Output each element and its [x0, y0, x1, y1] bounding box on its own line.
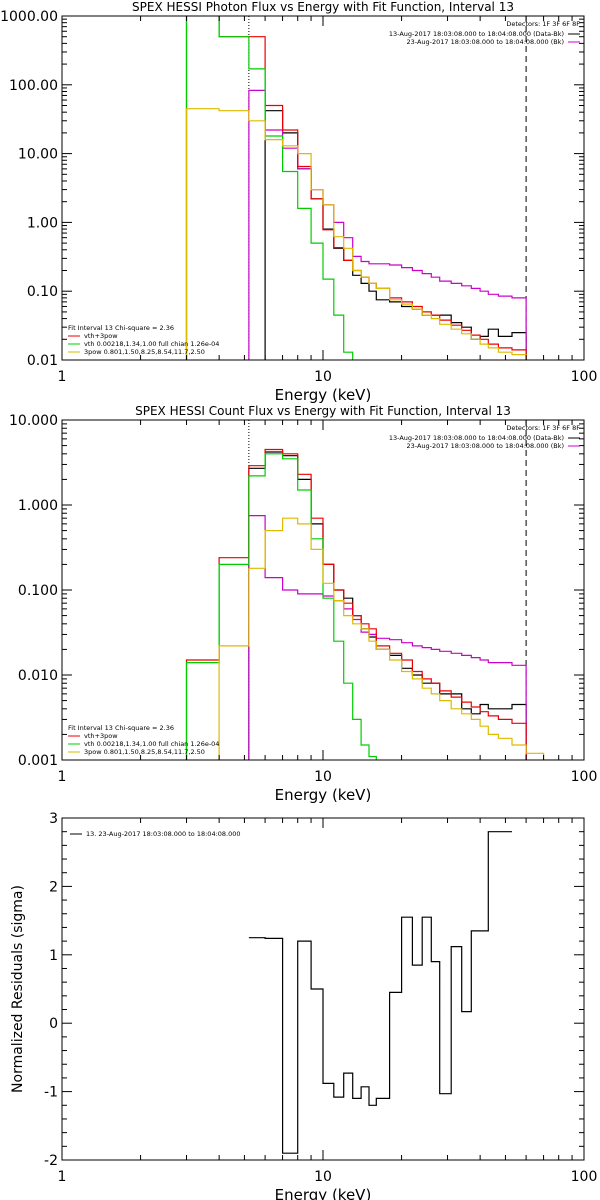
x-tick-label: 10: [314, 1169, 332, 1185]
y-axis-label: Normalized Residuals (sigma): [10, 885, 26, 1093]
series-line-vth-3pow: [185, 448, 527, 760]
series-line-3pow: [185, 108, 527, 360]
chart-title: SPEX HESSI Count Flux vs Energy with Fit…: [135, 404, 511, 418]
legend-bottom-entry: vth+3pow: [84, 732, 118, 740]
series-line-13-23-aug-2017-18-03-08-000-to-18-04-08-000: [248, 831, 512, 1154]
legend-bottom-entry: 3pow 0.801,1.50,8.25,8.54,11.7,2.50: [84, 348, 205, 356]
y-tick-label: 10.000: [9, 413, 58, 429]
y-tick-label: 3: [49, 811, 58, 827]
x-tick-label: 1: [58, 369, 67, 385]
y-tick-label: 10.00: [18, 147, 58, 163]
series-line-data-bk: [248, 451, 527, 760]
y-tick-label: 1.000: [18, 498, 58, 514]
series-group: [185, 16, 527, 360]
legend-top-entry: 13-Aug-2017 18:03:08.000 to 18:04:08.000…: [389, 30, 564, 38]
y-tick-label: 0.001: [18, 753, 58, 769]
chart-1: SPEX HESSI Photon Flux vs Energy with Fi…: [0, 0, 598, 404]
y-tick-label: -1: [44, 1085, 58, 1101]
series-line-vth: [185, 453, 377, 760]
x-axis-label: Energy (keV): [275, 786, 372, 804]
y-tick-label: -2: [44, 1153, 58, 1169]
y-tick-label: 2: [49, 879, 58, 895]
series-line-3pow: [218, 517, 560, 760]
y-tick-label: 0.01: [27, 353, 58, 369]
series-line-data-bk: [264, 110, 527, 360]
x-tick-label: 100: [571, 1169, 598, 1185]
series-group: [248, 831, 512, 1154]
series-line-bk: [248, 89, 527, 360]
legend-bottom: Fit Interval 13 Chi-square = 2.36vth+3po…: [68, 724, 219, 756]
x-tick-label: 10: [314, 369, 332, 385]
x-tick-label: 1: [58, 769, 67, 785]
y-tick-label: 0.010: [18, 668, 58, 684]
y-tick-label: 1000.00: [0, 9, 58, 25]
y-tick-label: 0.10: [27, 284, 58, 300]
legend-bottom: Fit Interval 13 Chi-square = 2.36vth+3po…: [68, 324, 219, 356]
series-line-vth-3pow: [185, 16, 527, 360]
legend-top: Detectors: 1F 3F 6F 8F 13-Aug-2017 18:03:…: [389, 20, 580, 46]
y-tick-label: 100.00: [9, 78, 58, 94]
legend-bottom-header: Fit Interval 13 Chi-square = 2.36: [68, 324, 174, 332]
chart-3: 1 10 100 Energy (keV) -2 -1 0 1 2 3 Normalized Res…: [10, 811, 597, 1200]
series-line-vth: [185, 16, 354, 360]
legend-bottom-entry: vth 0.00218,1.34,1.00 full chian 1.26e-0…: [84, 740, 219, 748]
legend-top-entry: 13-Aug-2017 18:03:08.000 to 18:04:08.000…: [389, 434, 564, 442]
legend-top-entry: 23-Aug-2017 18:03:08.000 to 18:04:08.000…: [407, 442, 564, 450]
legend-top-entry: 23-Aug-2017 18:03:08.000 to 18:04:08.000…: [407, 38, 564, 46]
legend-bottom-entry: vth+3pow: [84, 332, 118, 340]
legend-bottom-entry: vth 0.00218,1.34,1.00 full chian 1.26e-0…: [84, 340, 219, 348]
chart-2: SPEX HESSI Count Flux vs Energy with Fit…: [9, 404, 597, 804]
chart-title: SPEX HESSI Photon Flux vs Energy with Fi…: [132, 0, 514, 14]
legend-top-header: Detectors: 1F 3F 6F 8F: [506, 20, 580, 28]
y-tick-label: 1: [49, 948, 58, 964]
x-axis-label: Energy (keV): [275, 1186, 372, 1200]
legend-bottom-entry: 3pow 0.801,1.50,8.25,8.54,11.7,2.50: [84, 748, 205, 756]
y-tick-label: 0: [49, 1016, 58, 1032]
series-group: [185, 448, 560, 760]
legend: 13. 23-Aug-2017 18:03:08.000 to 18:04:08…: [70, 830, 241, 838]
legend-top: Detectors: 1F 3F 6F 8F 13-Aug-2017 18:03:…: [389, 424, 580, 450]
y-tick-label: 1.00: [27, 215, 58, 231]
legend-top-header: Detectors: 1F 3F 6F 8F: [506, 424, 580, 432]
x-tick-label: 100: [571, 369, 598, 385]
x-tick-label: 10: [314, 769, 332, 785]
legend-entry: 13. 23-Aug-2017 18:03:08.000 to 18:04:08…: [86, 830, 241, 838]
x-tick-label: 1: [58, 1169, 67, 1185]
x-axis-label: Energy (keV): [275, 386, 372, 404]
plot-frame: [61, 15, 585, 361]
legend-bottom-header: Fit Interval 13 Chi-square = 2.36: [68, 724, 174, 732]
x-tick-label: 100: [571, 769, 598, 785]
y-tick-label: 0.100: [18, 583, 58, 599]
series-line-bk: [248, 515, 527, 760]
